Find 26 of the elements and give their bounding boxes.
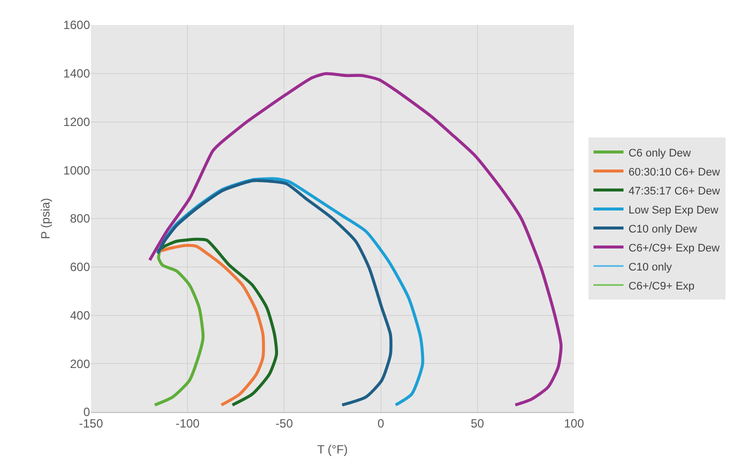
legend-label: Low Sep Exp Dew — [628, 204, 718, 216]
legend-label: C10 only — [628, 261, 672, 274]
y-tick-label: 800 — [70, 212, 90, 226]
legend-label: C6 only Dew — [628, 147, 691, 160]
y-tick-label: 1600 — [63, 18, 90, 32]
x-tick-label: -50 — [276, 416, 294, 430]
x-tick-label: -100 — [176, 416, 200, 430]
x-tick-label: 100 — [564, 416, 584, 430]
y-tick-label: 1400 — [63, 66, 90, 81]
legend-label: C6+/C9+ Exp Dew — [628, 242, 720, 254]
x-tick-label: 50 — [470, 416, 484, 430]
legend-label: 47:35:17 C6+ Dew — [628, 185, 720, 198]
legend-label: 60:30:10 C6+ Dew — [628, 166, 720, 178]
y-axis-title: P (psia) — [38, 198, 53, 240]
line-series — [156, 238, 278, 406]
line-series — [158, 244, 265, 406]
legend-label: C10 only Dew — [628, 223, 698, 236]
y-tick-label: 1000 — [63, 163, 90, 178]
legend-label: C6+/C9+ Exp — [628, 280, 695, 292]
x-axis-title: T (°F) — [317, 442, 348, 456]
y-tick-label: 400 — [70, 308, 90, 322]
x-tick-label: 0 — [377, 416, 384, 430]
line-series — [148, 72, 563, 406]
y-tick-label: 200 — [70, 356, 90, 371]
y-tick-label: 1200 — [63, 114, 90, 129]
y-tick-label: 600 — [70, 260, 90, 274]
